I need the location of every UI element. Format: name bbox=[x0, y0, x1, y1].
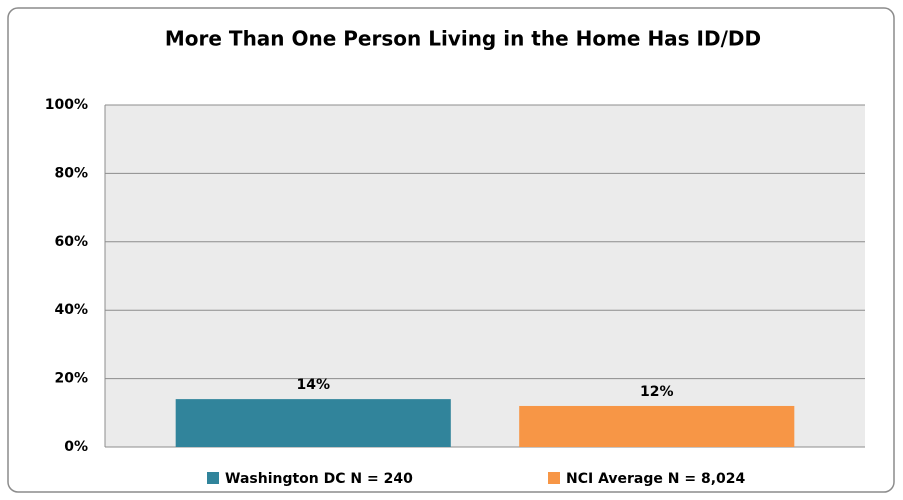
legend-label: Washington DC N = 240 bbox=[225, 471, 413, 487]
y-tick-label: 100% bbox=[45, 97, 88, 113]
data-label: 14% bbox=[296, 377, 330, 393]
y-tick-label: 60% bbox=[54, 234, 88, 250]
y-tick-label: 80% bbox=[54, 165, 88, 181]
y-tick-label: 20% bbox=[54, 371, 88, 387]
bar bbox=[519, 405, 795, 447]
data-label: 12% bbox=[640, 384, 674, 400]
legend-swatch bbox=[207, 472, 219, 484]
y-tick-label: 40% bbox=[54, 302, 88, 318]
legend-swatch bbox=[548, 472, 560, 484]
y-tick-label: 0% bbox=[64, 439, 88, 455]
plot-area bbox=[105, 105, 865, 447]
bar bbox=[175, 399, 451, 447]
chart-title: More Than One Person Living in the Home … bbox=[165, 27, 761, 51]
legend-label: NCI Average N = 8,024 bbox=[566, 471, 746, 487]
